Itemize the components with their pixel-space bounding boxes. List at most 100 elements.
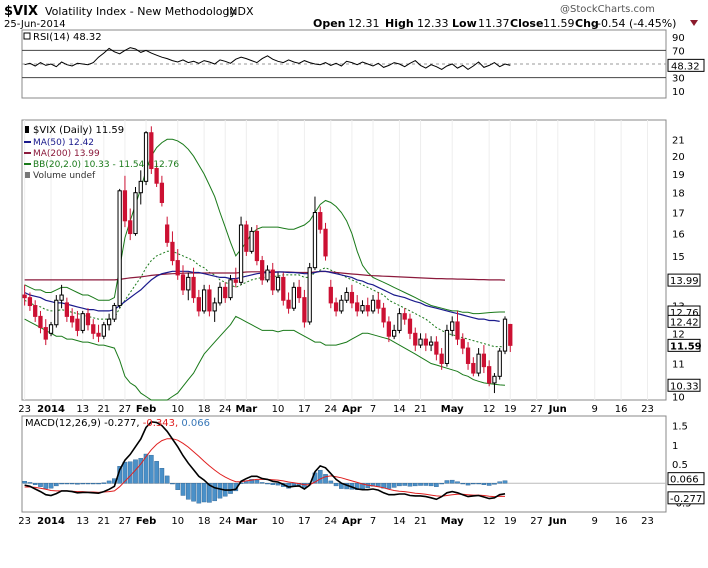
macd-histogram-bar	[228, 483, 233, 494]
macd-histogram-bar	[85, 483, 91, 485]
candle-down	[349, 291, 355, 304]
candle-down	[376, 299, 381, 309]
rsi-tick-label: 10	[672, 87, 685, 98]
macd-histogram-bar	[428, 483, 434, 487]
bb-lower-line	[24, 315, 506, 401]
x-tick-label: 24	[219, 404, 232, 415]
macd-histogram-bar	[391, 483, 397, 488]
candle-down	[33, 305, 38, 317]
macd-tick-label: 1	[672, 441, 678, 452]
candle-up	[249, 230, 254, 252]
x-tick-label: 17	[298, 516, 311, 527]
macd-value-box	[667, 491, 705, 505]
price-tick-label: 12	[672, 329, 685, 340]
macd-histogram-bar	[212, 483, 217, 502]
rsi-last-value-box	[667, 58, 705, 72]
security-name: Volatility Index - New Methodology	[45, 5, 236, 18]
down-arrow-icon	[690, 20, 698, 26]
macd-histogram-bar	[75, 483, 80, 485]
candle-up	[186, 276, 191, 291]
watermark: @StockCharts.com	[560, 4, 655, 15]
x-tick-label: 27	[530, 404, 543, 415]
candle-down	[180, 274, 186, 291]
price-label-box	[667, 338, 701, 352]
candle-down	[318, 212, 323, 230]
high-value: 12.33	[417, 17, 449, 30]
price-x-axis: 23 2014 13 21 27 Feb 10 18 24 Mar 10 17 24 Apr 7 14 21 Ma…	[18, 404, 654, 415]
candle-up	[312, 212, 318, 269]
macd-histogram-bar	[275, 483, 281, 486]
macd-histogram-bar	[38, 483, 43, 487]
candle-down	[413, 332, 418, 346]
x-tick-label: 19	[504, 404, 517, 415]
x-tick-label: 2014	[37, 516, 65, 527]
macd-histogram-bar	[439, 483, 444, 485]
macd-title-macd: -0.277,	[101, 418, 140, 429]
legend-ma50: MA(50) 12.42	[33, 138, 94, 148]
x-tick-label: Feb	[136, 516, 156, 527]
candle-up	[360, 305, 365, 312]
x-tick-label: 21	[97, 516, 110, 527]
candle-up	[217, 286, 223, 304]
candle-down	[175, 260, 180, 276]
x-tick-label: Jun	[548, 516, 567, 527]
x-tick-label: 19	[504, 516, 517, 527]
price-label: 12.76	[670, 308, 699, 319]
x-tick-label: 14	[393, 404, 406, 415]
candle-up	[307, 267, 312, 323]
candle-down	[481, 353, 487, 368]
candle-down	[43, 327, 48, 340]
candle-down	[270, 269, 275, 291]
price-tick-label: 11	[672, 359, 685, 370]
candle-down	[381, 307, 386, 323]
macd-histogram-bar	[502, 480, 508, 484]
candle-up	[265, 269, 270, 281]
macd-value-box	[667, 472, 705, 486]
candle-down	[355, 302, 360, 312]
candle-up	[397, 313, 402, 331]
candle-up	[339, 299, 344, 312]
macd-histogram-bar	[444, 480, 450, 484]
macd-histogram-bar	[43, 483, 49, 489]
candle-down	[365, 305, 370, 312]
candle-down	[75, 318, 80, 331]
macd-histogram-bar	[476, 483, 481, 485]
candle-down	[165, 224, 170, 243]
x-tick-label: Mar	[236, 516, 258, 527]
macd-signal-line	[24, 438, 506, 498]
candle-up	[59, 294, 64, 301]
x-tick-label: 7	[370, 516, 376, 527]
x-tick-label: 23	[18, 404, 31, 415]
price-tick-label: 20	[672, 152, 685, 163]
macd-histogram-bar	[386, 483, 392, 489]
candle-down	[38, 315, 43, 329]
price-tick-label: 18	[672, 189, 685, 200]
macd-histogram-bar	[80, 483, 86, 485]
date-label: 25-Jun-2014	[4, 19, 66, 30]
candle-down	[149, 132, 154, 170]
x-tick-label: 7	[370, 404, 376, 415]
x-tick-label: 9	[592, 404, 598, 415]
price-panel	[21, 119, 667, 401]
rsi-legend-swatch	[23, 32, 31, 40]
macd-histogram-bar	[138, 458, 144, 484]
candle-down	[233, 279, 238, 283]
x-tick-label: 13	[76, 404, 89, 415]
candle-down	[333, 302, 339, 312]
candle-down	[27, 297, 33, 307]
candle-down	[323, 228, 328, 257]
candle-down	[254, 230, 260, 262]
macd-histogram-bar	[96, 483, 101, 485]
macd-title-signal: -0.343,	[140, 418, 179, 429]
candle-legend-swatch	[25, 126, 29, 133]
candle-up	[106, 318, 112, 326]
macd-histogram-bar	[101, 482, 107, 484]
candle-up	[450, 321, 455, 331]
macd-histogram-bar	[497, 481, 503, 484]
price-tick-label: 21	[672, 135, 685, 146]
candle-down	[286, 299, 291, 309]
candle-down	[196, 297, 201, 312]
candle-down	[154, 168, 159, 184]
macd-histogram-bar	[27, 482, 33, 484]
macd-histogram-bar	[486, 483, 492, 486]
